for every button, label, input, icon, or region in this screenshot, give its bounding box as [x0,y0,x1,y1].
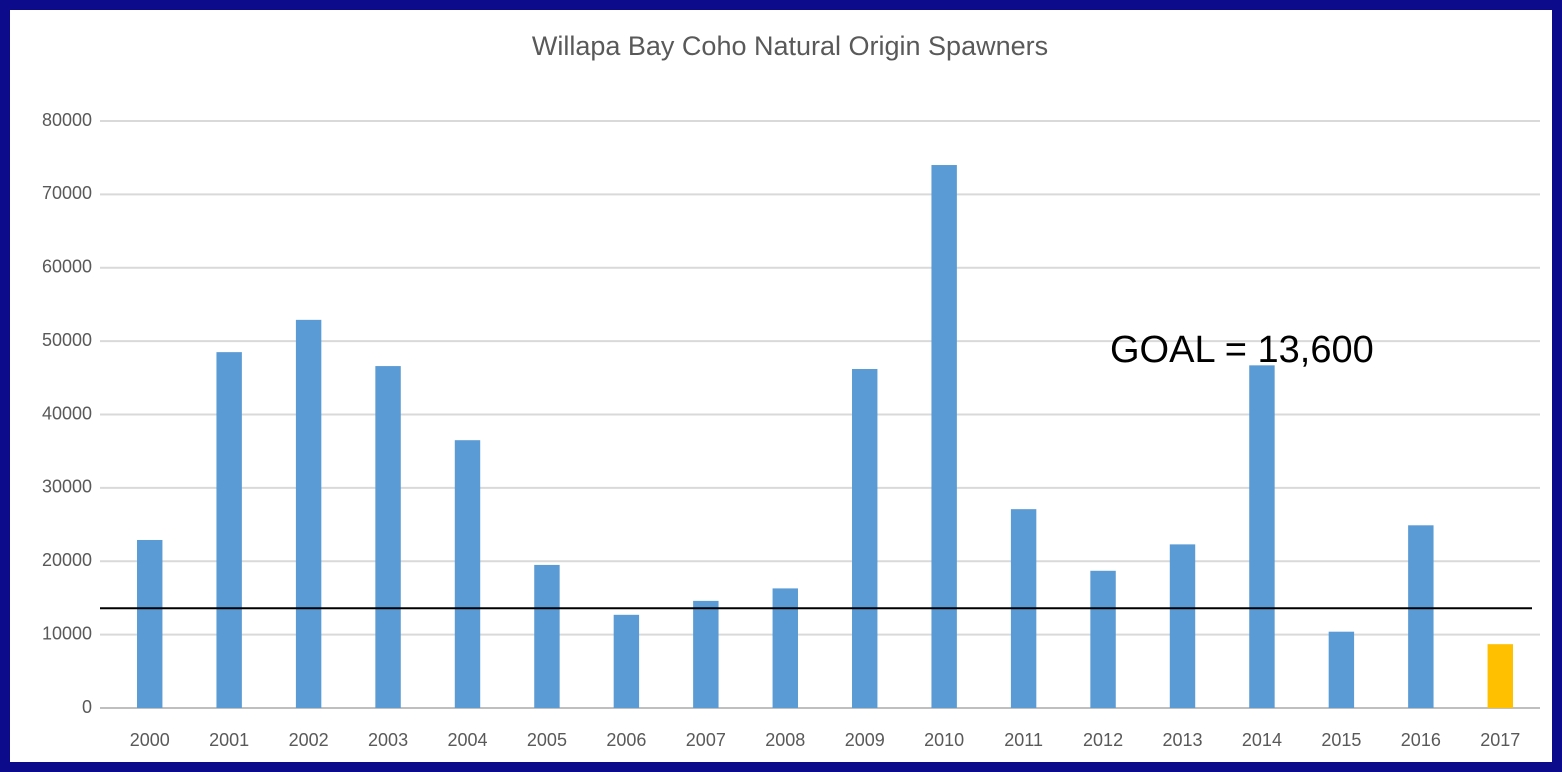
x-tick-label: 2012 [1083,730,1123,750]
bar [772,588,798,708]
bar [852,369,878,708]
x-tick-label: 2006 [606,730,646,750]
bar [216,352,242,708]
goal-label: GOAL = 13,600 [1110,329,1374,371]
bar [454,440,481,708]
bar [295,319,322,708]
bar [534,564,560,708]
x-tick-label: 2016 [1401,730,1441,750]
bar [137,539,163,708]
x-tick-label: 2003 [368,730,408,750]
y-tick-label: 10000 [42,623,92,643]
x-tick-label: 2000 [130,730,170,750]
y-tick-label: 80000 [42,110,92,130]
bar [1408,525,1434,708]
bar [1249,365,1275,708]
bar [931,165,957,708]
y-tick-label: 20000 [42,550,92,570]
y-tick-label: 30000 [42,477,92,497]
bar [1169,544,1196,708]
x-tick-label: 2009 [845,730,885,750]
chart-title: Willapa Bay Coho Natural Origin Spawners [532,31,1048,61]
x-tick-label: 2002 [289,730,329,750]
x-tick-label: 2001 [209,730,249,750]
x-tick-label: 2013 [1162,730,1202,750]
x-tick-label: 2005 [527,730,567,750]
y-tick-label: 0 [82,697,92,717]
x-tick-label: 2011 [1004,730,1043,750]
y-tick-label: 50000 [42,330,92,350]
x-tick-label: 2007 [686,730,726,750]
x-tick-label: 2014 [1242,730,1282,750]
bar [1328,631,1355,708]
bar [693,600,719,708]
x-tick-label: 2004 [447,730,487,750]
x-tick-label: 2017 [1480,730,1520,750]
bar [375,366,401,708]
x-tick-label: 2010 [924,730,964,750]
y-tick-label: 70000 [42,183,92,203]
y-tick-label: 60000 [42,257,92,277]
bar [1090,570,1116,708]
y-tick-label: 40000 [42,403,92,423]
bar [1487,644,1513,708]
bar [613,614,640,708]
x-tick-label: 2008 [765,730,805,750]
x-tick-label: 2015 [1321,730,1361,750]
